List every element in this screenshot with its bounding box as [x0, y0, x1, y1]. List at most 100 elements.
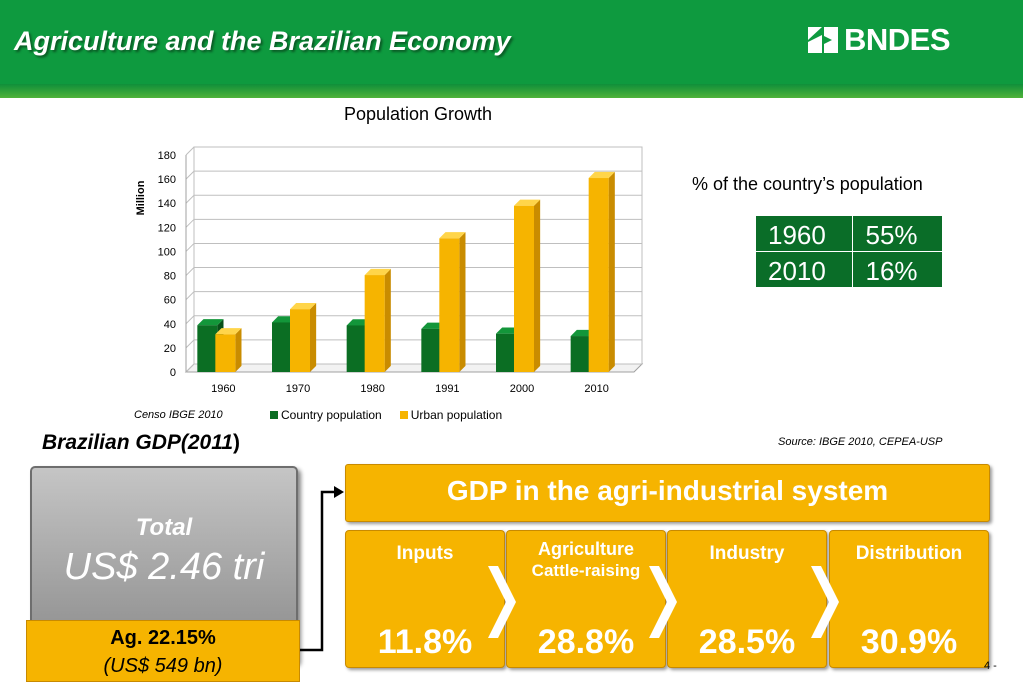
- header-bar: [0, 0, 1023, 84]
- bar-urban-1991: [439, 238, 460, 372]
- chevron-right-icon: [649, 566, 677, 638]
- gridline: [185, 291, 642, 301]
- legend-item-country: Country population: [270, 408, 382, 422]
- pct-year: 1960: [754, 215, 854, 252]
- y-tick-label: 80: [164, 271, 176, 283]
- pct-value: 16%: [852, 251, 943, 288]
- segment-label: Inputs: [396, 543, 454, 564]
- header-stripe: [0, 84, 1023, 98]
- bar-top: [364, 268, 391, 276]
- bar-side: [235, 328, 242, 372]
- gridline: [185, 146, 642, 156]
- page-title: Agriculture and the Brazilian Economy: [14, 26, 511, 56]
- table-row: 1960 55%: [754, 215, 943, 252]
- pct-table: 1960 55% 2010 16%: [754, 215, 943, 288]
- chart-back-wall: [193, 146, 643, 365]
- total-label: Total: [135, 514, 193, 541]
- segment-agriculture: Agriculture Cattle-raising 28.8%: [506, 530, 666, 668]
- bar-country-1991: [421, 328, 442, 372]
- pct-value: 55%: [852, 215, 943, 252]
- y-tick-label: 160: [158, 174, 176, 186]
- bar-urban-2000: [514, 205, 534, 372]
- logo-text: BNDES: [844, 22, 951, 57]
- segment-sublabel: Cattle-raising: [531, 561, 641, 580]
- y-tick-label: 120: [158, 222, 176, 234]
- y-axis-label: Million: [135, 180, 147, 215]
- gridline: [185, 315, 642, 325]
- total-value: US$ 2.46 tri: [63, 546, 265, 588]
- segment-value: 30.9%: [860, 623, 958, 661]
- ag-percentage: Ag. 22.15%: [110, 627, 216, 649]
- gridline: [185, 242, 642, 252]
- bar-country-2010: [570, 336, 591, 372]
- y-tick-label: 100: [158, 246, 176, 258]
- ag-value: (US$ 549 bn): [103, 655, 223, 677]
- segment-distribution: Distribution 30.9%: [829, 530, 989, 668]
- segment-label-main: Agriculture: [537, 539, 634, 559]
- segment-value: 28.8%: [537, 623, 635, 661]
- bar-urban-2010: [588, 178, 609, 372]
- agri-system-bar: GDP in the agri-industrial system: [345, 464, 990, 522]
- chart-source: Censo IBGE 2010: [134, 409, 223, 421]
- segment-label: Distribution: [855, 543, 963, 564]
- bar-country-1960: [197, 325, 218, 372]
- y-tick-label: 0: [170, 367, 176, 379]
- bar-top: [514, 199, 541, 206]
- segment-value: 28.5%: [698, 623, 796, 661]
- connector-arrow: [300, 486, 344, 652]
- bar-top: [197, 319, 224, 326]
- segment-label: Agriculture Cattle-raising: [507, 538, 665, 582]
- legend-item-urban: Urban population: [399, 408, 502, 422]
- gridline: [185, 363, 642, 373]
- gridline: [185, 218, 642, 228]
- pct-table-title: % of the country’s population: [692, 174, 923, 194]
- y-tick-label: 20: [164, 343, 176, 355]
- gdp-source: Source: IBGE 2010, CEPEA-USP: [778, 436, 943, 448]
- chevron-right-icon: [488, 566, 516, 638]
- ag-share-box: Ag. 22.15% (US$ 549 bn): [26, 620, 300, 682]
- bar-side: [310, 303, 317, 372]
- y-tick-label: 140: [158, 198, 176, 210]
- bar-urban-1980: [364, 275, 385, 372]
- bar-side: [534, 199, 541, 372]
- bar-side: [608, 171, 615, 372]
- gridline: [185, 194, 642, 204]
- x-tick-label: 1960: [211, 383, 235, 395]
- legend-swatch-country: [270, 411, 278, 419]
- bar-top: [215, 328, 242, 335]
- segment-value: 11.8%: [377, 623, 473, 661]
- x-tick-label: 2010: [584, 383, 608, 395]
- gdp-heading-text: Brazilian GDP(2011: [42, 431, 234, 454]
- chart-legend: Country population Urban population: [270, 408, 502, 422]
- page-number: 4 -: [984, 660, 997, 672]
- chart-title: Population Growth: [343, 104, 493, 124]
- y-tick-label: 180: [158, 150, 176, 162]
- gdp-heading-paren: ): [233, 431, 241, 454]
- bar-top: [290, 303, 317, 310]
- bar-top: [588, 171, 615, 179]
- bar-country-1980: [346, 325, 367, 372]
- table-row: 2010 16%: [754, 251, 943, 288]
- bndes-logo: BNDES: [808, 22, 951, 58]
- bar-side: [459, 232, 466, 372]
- x-tick-label: 1980: [360, 383, 384, 395]
- bar-country-2000: [496, 333, 516, 372]
- bar-urban-1970: [290, 309, 310, 372]
- chevron-right-icon: [811, 566, 839, 638]
- y-tick-label: 60: [164, 295, 176, 307]
- bndes-logo-icon: [808, 27, 838, 53]
- y-tick-label: 40: [164, 319, 176, 331]
- segment-inputs: Inputs 11.8%: [345, 530, 505, 668]
- gdp-heading: Brazilian GDP(2011): [42, 431, 240, 455]
- agri-system-title: GDP in the agri-industrial system: [446, 475, 889, 506]
- bar-side: [384, 268, 391, 372]
- x-tick-label: 1970: [286, 383, 310, 395]
- bar-urban-1960: [215, 334, 236, 372]
- gridline: [185, 267, 642, 276]
- gridline: [185, 339, 642, 349]
- population-chart: 0 20 40 60 80 100 120 140 160 180 Million 1960 1970 1…: [135, 146, 644, 395]
- segment-label: Industry: [709, 543, 785, 564]
- bar-top: [439, 232, 466, 239]
- bar-country-1970: [272, 322, 292, 372]
- pct-year: 2010: [754, 251, 854, 288]
